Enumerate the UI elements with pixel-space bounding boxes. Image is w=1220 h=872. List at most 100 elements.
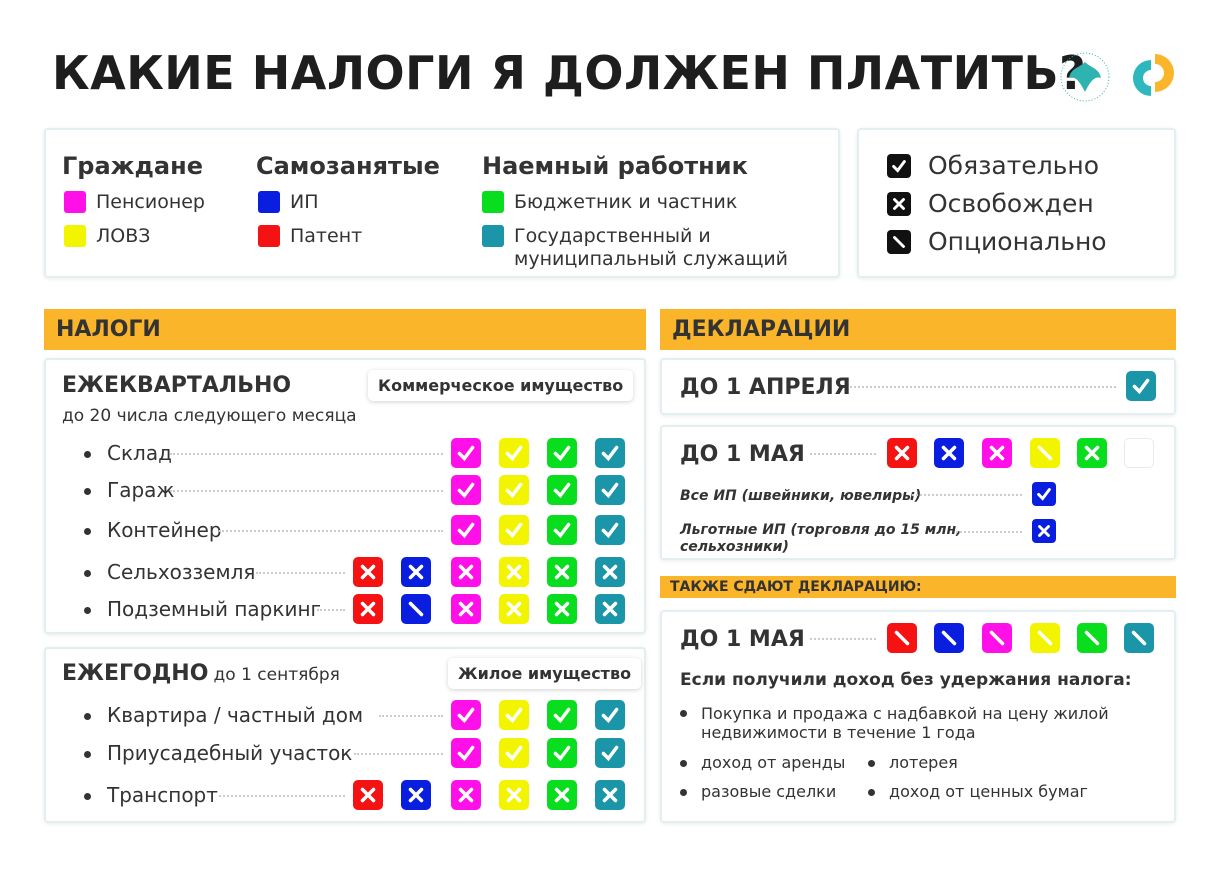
dotted-leader (317, 609, 345, 611)
bullet (680, 789, 687, 796)
blue-swatch (258, 191, 280, 213)
tax-row: Сельхозземля (84, 560, 255, 584)
also-title: ДО 1 МАЯ (680, 627, 805, 652)
legend-label: Пенсионер (96, 191, 205, 213)
dotted-leader (850, 386, 1116, 388)
check-green-icon (547, 700, 577, 730)
dotted-leader (169, 490, 443, 492)
bullet (84, 570, 91, 577)
may-sub-all-ip: Все ИП (швейники, ювелиры) (680, 488, 922, 504)
tax-row-label: Приусадебный участок (107, 741, 353, 765)
check-pink-icon (451, 475, 481, 505)
bullet (84, 451, 91, 458)
april-title: ДО 1 АПРЕЛЯ (680, 375, 851, 400)
legend-group-title: Наемный работник (482, 152, 748, 180)
check-teal-icon (595, 738, 625, 768)
check-yellow-icon (499, 700, 529, 730)
legend-label: Государственный и муниципальный служащий (514, 225, 789, 270)
empty-teal-icon (1124, 438, 1154, 468)
bullet (84, 751, 91, 758)
legend-item-civil-servant: Государственный и муниципальный служащий (482, 225, 822, 271)
tax-row: Подземный паркинг (84, 597, 321, 621)
tax-row-label: Подземный паркинг (107, 597, 322, 621)
quarterly-subtitle: до 20 числа следующего месяца (62, 406, 357, 426)
check-pink-icon (451, 738, 481, 768)
legend-groups-card: Граждане Пенсионер ЛОВЗ Самозанятые ИП П… (44, 128, 840, 278)
pink-swatch (64, 191, 86, 213)
cross-blue-icon (934, 438, 964, 468)
bullet (84, 488, 91, 495)
cross-red-icon (887, 438, 917, 468)
legend-item-pensioner: Пенсионер (64, 191, 205, 214)
slash-yellow-icon (1030, 438, 1060, 468)
tax-row: Контейнер (84, 518, 222, 542)
cross-red-icon (353, 780, 383, 810)
tax-row-label: Контейнер (107, 518, 222, 542)
legend-item-ip: ИП (258, 191, 319, 214)
legend-item-patent: Патент (258, 225, 362, 248)
cross-pink-icon (451, 594, 481, 624)
tax-row: Квартира / частный дом (84, 703, 363, 727)
bullet-text: Покупка и продажа с надбавкой на цену жи… (701, 704, 1109, 742)
bullet-text: разовые сделки (701, 782, 837, 801)
check-icon (887, 153, 911, 178)
brand-logo (1133, 54, 1174, 96)
yearly-card: ЕЖЕГОДНО до 1 сентября Жилое имущество (44, 647, 646, 823)
may-sub-privileged-ip: Льготные ИП (торговля до 15 млн, сельхоз… (680, 522, 962, 555)
check-yellow-icon (499, 438, 529, 468)
commercial-property-tag: Коммерческое имущество (368, 370, 634, 401)
dotted-leader (810, 453, 876, 455)
check-pink-icon (451, 515, 481, 545)
red-swatch (258, 225, 280, 247)
legend-group-title: Граждане (62, 152, 203, 180)
cross-green-icon (547, 780, 577, 810)
cross-red-icon (353, 557, 383, 587)
also-condition: Если получили доход без удержания налога… (680, 670, 1132, 690)
cross-yellow-icon (499, 594, 529, 624)
cross-green-icon (547, 594, 577, 624)
dotted-leader (255, 572, 345, 574)
tax-service-logo (1060, 52, 1110, 102)
dotted-leader (378, 715, 443, 717)
legend-mark-slash: Опционально (887, 227, 1107, 256)
tax-row-label: Транспорт (107, 783, 218, 807)
check-yellow-icon (499, 475, 529, 505)
cross-teal-icon (595, 557, 625, 587)
bullet-text: доход от аренды (701, 753, 846, 772)
dotted-leader (810, 638, 876, 640)
tax-row: Приусадебный участок (84, 741, 352, 765)
bullet (84, 528, 91, 535)
check-blue-icon (1032, 482, 1056, 506)
slash-pink-icon (982, 623, 1012, 653)
bullet (680, 760, 687, 767)
cross-pink-icon (451, 557, 481, 587)
tax-row: Транспорт (84, 783, 218, 807)
legend-label: ЛОВЗ (96, 225, 151, 247)
dotted-leader (218, 530, 443, 532)
check-green-icon (547, 475, 577, 505)
cross-blue-icon (401, 557, 431, 587)
cross-blue-icon (1032, 519, 1056, 543)
cross-teal-icon (595, 780, 625, 810)
legend-label: Бюджетник и частник (514, 191, 738, 213)
legend-mark-label: Обязательно (928, 151, 1100, 180)
legend-mark-label: Опционально (928, 227, 1107, 256)
yearly-subtitle: до 1 сентября (213, 665, 340, 685)
quarterly-title: ЕЖЕКВАРТАЛЬНО (62, 373, 292, 398)
yearly-title: ЕЖЕГОДНО (62, 661, 209, 686)
check-teal-icon (1126, 371, 1156, 401)
slash-yellow-icon (1030, 623, 1060, 653)
check-green-icon (547, 515, 577, 545)
legend-group-title: Самозанятые (256, 152, 440, 180)
check-teal-icon (595, 515, 625, 545)
dotted-leader (169, 453, 443, 455)
tax-row: Гараж (84, 478, 174, 502)
cross-pink-icon (982, 438, 1012, 468)
slash-blue-icon (934, 623, 964, 653)
cross-blue-icon (401, 780, 431, 810)
residential-property-tag: Жилое имущество (448, 658, 642, 689)
tax-row-label: Квартира / частный дом (107, 703, 364, 727)
bullet (84, 793, 91, 800)
slash-green-icon (1077, 623, 1107, 653)
cross-red-icon (353, 594, 383, 624)
